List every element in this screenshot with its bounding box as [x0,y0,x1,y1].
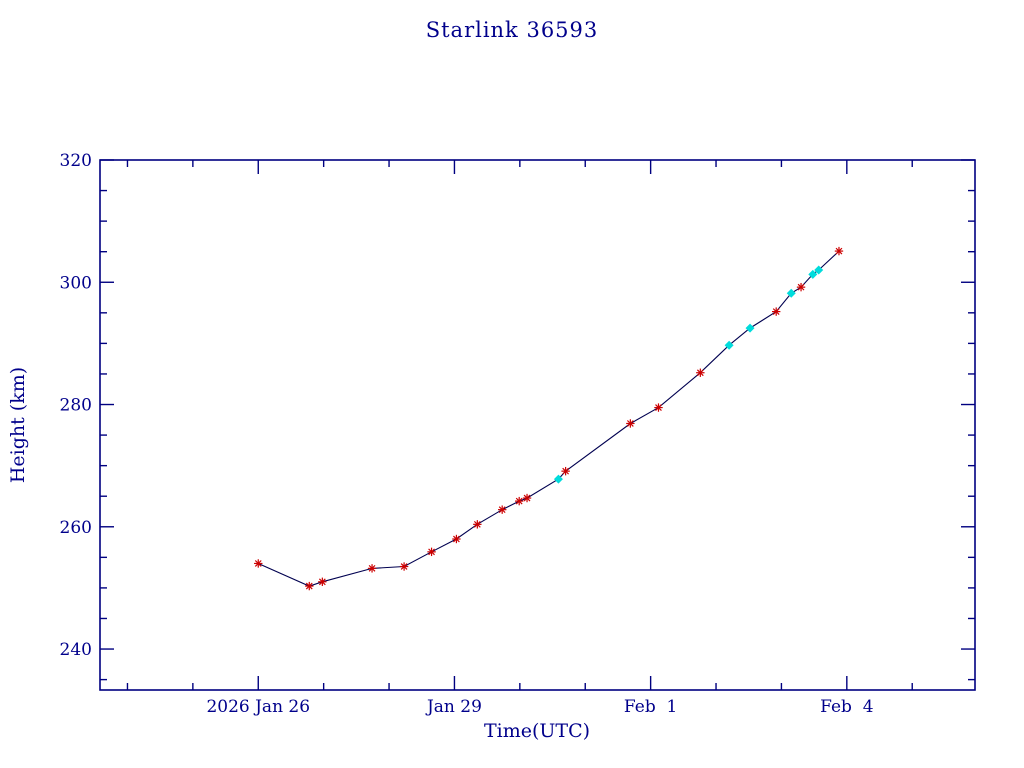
y-tick-label: 320 [60,151,92,171]
axis-ticks [100,159,975,690]
y-tick-label: 240 [60,640,92,660]
asterisk-arm [428,548,435,556]
x-tick-label: 2026 Jan 26 [206,697,310,717]
data-point-red-asterisk [427,547,436,557]
data-point-red-asterisk [399,562,409,571]
y-tick-label: 300 [60,273,92,293]
data-point-red-asterisk [796,282,806,292]
data-point-red-asterisk [254,559,263,568]
y-tick-label: 280 [60,396,92,416]
data-point-red-asterisk [561,466,570,476]
data-point-cyan-diamond [808,269,818,279]
x-tick-label: Feb 1 [624,697,677,717]
data-point-red-asterisk [514,496,524,506]
asterisk-arm [655,404,662,411]
data-point-red-asterisk [522,493,532,503]
asterisk-arm [515,497,523,505]
data-point-cyan-diamond [745,323,755,333]
asterisk-arm [523,494,531,502]
data-point-red-asterisk [305,581,314,591]
y-tick-label: 260 [60,518,92,538]
data-point-cyan-diamond [786,288,796,298]
data-point-cyan-diamond [724,340,734,350]
data-point-red-asterisk [318,577,327,586]
plot-frame [99,159,976,691]
data-point-red-asterisk [497,505,507,514]
asterisk-arm [696,369,704,377]
y-axis-label: Height (km) [7,367,29,483]
asterisk-arm [368,564,376,572]
data-point-red-asterisk [367,564,377,573]
x-tick-label: Jan 29 [425,697,482,717]
height-line [258,250,840,587]
asterisk-arm [772,308,780,315]
x-tick-label: Feb 4 [820,697,873,717]
asterisk-arm [498,506,506,514]
asterisk-arm [473,520,481,528]
x-axis-label: Time(UTC) [484,720,590,742]
data-point-red-asterisk [626,419,635,428]
data-point-cyan-diamond [553,474,563,484]
plot-area: 2026 Jan 26 Jan 29 Feb 1 Feb 4 240 260 280 300 3… [60,151,976,717]
chart-title: Starlink 36593 [426,18,599,42]
asterisk-arm [797,283,805,291]
data-point-red-asterisk [452,534,461,544]
asterisk-arm [254,560,262,567]
asterisk-arm [400,563,408,570]
data-point-red-asterisk [834,246,844,256]
data-point-red-asterisk [696,368,705,377]
asterisk-arm [562,467,570,475]
asterisk-arm [318,578,326,586]
asterisk-arm [453,535,460,543]
data-point-red-asterisk [473,520,482,529]
asterisk-arm [626,420,634,427]
data-point-cyan-diamond [814,265,824,275]
asterisk-arm [305,582,313,590]
data-point-red-asterisk [771,307,781,316]
data-point-red-asterisk [654,403,663,412]
asterisk-arm [835,247,843,255]
